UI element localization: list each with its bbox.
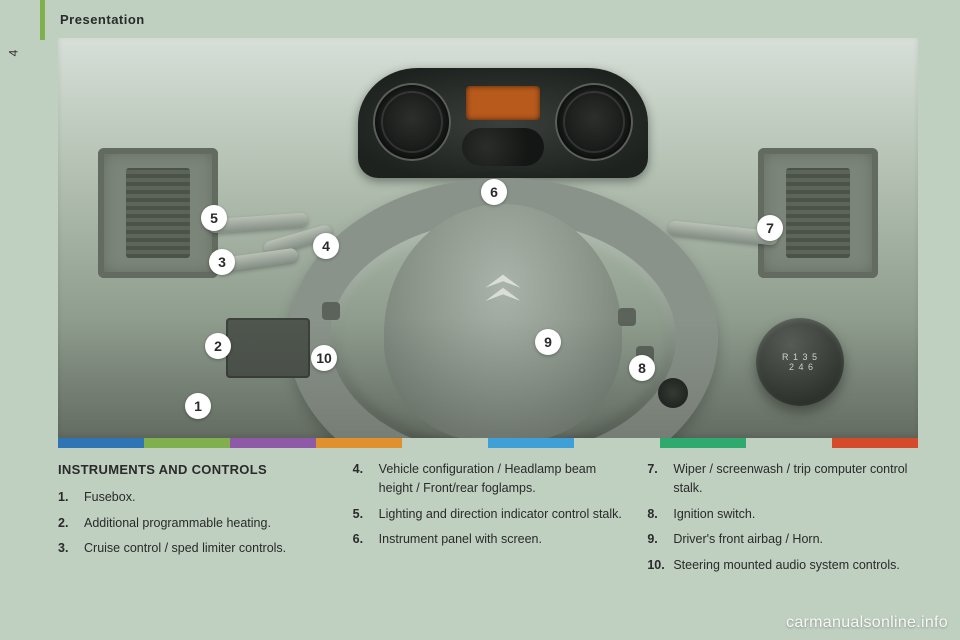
callout-marker-7: 7	[757, 215, 783, 241]
legend-text: Driver's front airbag / Horn.	[673, 530, 918, 549]
legend-text: Fusebox.	[84, 488, 329, 507]
legend-text: Vehicle configuration / Headlamp beam he…	[379, 460, 624, 499]
color-strip-segment	[574, 438, 660, 448]
air-vent-right	[758, 148, 878, 278]
legend-text: Instrument panel with screen.	[379, 530, 624, 549]
legend-text: Wiper / screenwash / trip computer contr…	[673, 460, 918, 499]
color-strip-segment	[58, 438, 144, 448]
legend-num: 5.	[353, 505, 379, 524]
legend-num: 4.	[353, 460, 379, 499]
legend-item-9: 9. Driver's front airbag / Horn.	[647, 530, 918, 549]
legend-num: 7.	[647, 460, 673, 499]
legend-item-2: 2. Additional programmable heating.	[58, 514, 329, 533]
legend-num: 9.	[647, 530, 673, 549]
legend-text: Lighting and direction indicator control…	[379, 505, 624, 524]
legend-text: Cruise control / sped limiter controls.	[84, 539, 329, 558]
legend-item-4: 4. Vehicle configuration / Headlamp beam…	[353, 460, 624, 499]
speedometer-gauge	[373, 83, 451, 161]
color-strip-segment	[832, 438, 918, 448]
legend-item-5: 5. Lighting and direction indicator cont…	[353, 505, 624, 524]
legend-heading: INSTRUMENTS AND CONTROLS	[58, 460, 329, 480]
color-strip-segment	[488, 438, 574, 448]
callout-marker-3: 3	[209, 249, 235, 275]
legend-num: 6.	[353, 530, 379, 549]
legend-text: Ignition switch.	[673, 505, 918, 524]
cluster-center-display	[466, 86, 540, 120]
legend-num: 3.	[58, 539, 84, 558]
legend-item-10: 10. Steering mounted audio system contro…	[647, 556, 918, 575]
legend-item-6: 6. Instrument panel with screen.	[353, 530, 624, 549]
cluster-small-gauges	[462, 128, 544, 166]
legend-col-3: 7. Wiper / screenwash / trip computer co…	[647, 460, 918, 581]
dashboard-figure: R 1 3 5 2 4 6 1 2 3 4 5 6 7 8 9 10	[58, 38, 918, 438]
color-strip-segment	[402, 438, 488, 448]
callout-marker-2: 2	[205, 333, 231, 359]
legend-item-1: 1. Fusebox.	[58, 488, 329, 507]
callout-marker-8: 8	[629, 355, 655, 381]
section-title: Presentation	[60, 12, 145, 27]
legend-item-7: 7. Wiper / screenwash / trip computer co…	[647, 460, 918, 499]
dashboard-illustration: R 1 3 5 2 4 6	[58, 38, 918, 438]
left-margin: 4	[0, 0, 48, 640]
tachometer-gauge	[555, 83, 633, 161]
callout-marker-10: 10	[311, 345, 337, 371]
legend-col-2: 4. Vehicle configuration / Headlamp beam…	[353, 460, 624, 581]
legend-text: Steering mounted audio system controls.	[673, 556, 918, 575]
legend-num: 8.	[647, 505, 673, 524]
legend-item-3: 3. Cruise control / sped limiter control…	[58, 539, 329, 558]
legend-num: 10.	[647, 556, 673, 575]
legend-columns: INSTRUMENTS AND CONTROLS 1. Fusebox. 2. …	[58, 460, 918, 581]
citroen-logo-icon	[481, 268, 525, 312]
callout-marker-5: 5	[201, 205, 227, 231]
color-strip-segment	[660, 438, 746, 448]
instrument-cluster	[358, 68, 648, 178]
accent-bar	[40, 0, 45, 40]
callout-marker-6: 6	[481, 179, 507, 205]
legend-num: 1.	[58, 488, 84, 507]
legend-item-8: 8. Ignition switch.	[647, 505, 918, 524]
air-vent-left	[98, 148, 218, 278]
color-strip-segment	[230, 438, 316, 448]
legend-col-1: INSTRUMENTS AND CONTROLS 1. Fusebox. 2. …	[58, 460, 329, 581]
legend-num: 2.	[58, 514, 84, 533]
watermark: carmanualsonline.info	[786, 614, 948, 632]
callout-marker-4: 4	[313, 233, 339, 259]
dash-lower-shade	[58, 318, 918, 438]
page-number: 4	[6, 50, 20, 57]
color-divider-strip	[58, 438, 918, 448]
color-strip-segment	[746, 438, 832, 448]
legend-text: Additional programmable heating.	[84, 514, 329, 533]
color-strip-segment	[316, 438, 402, 448]
color-strip-segment	[144, 438, 230, 448]
callout-marker-1: 1	[185, 393, 211, 419]
callout-marker-9: 9	[535, 329, 561, 355]
